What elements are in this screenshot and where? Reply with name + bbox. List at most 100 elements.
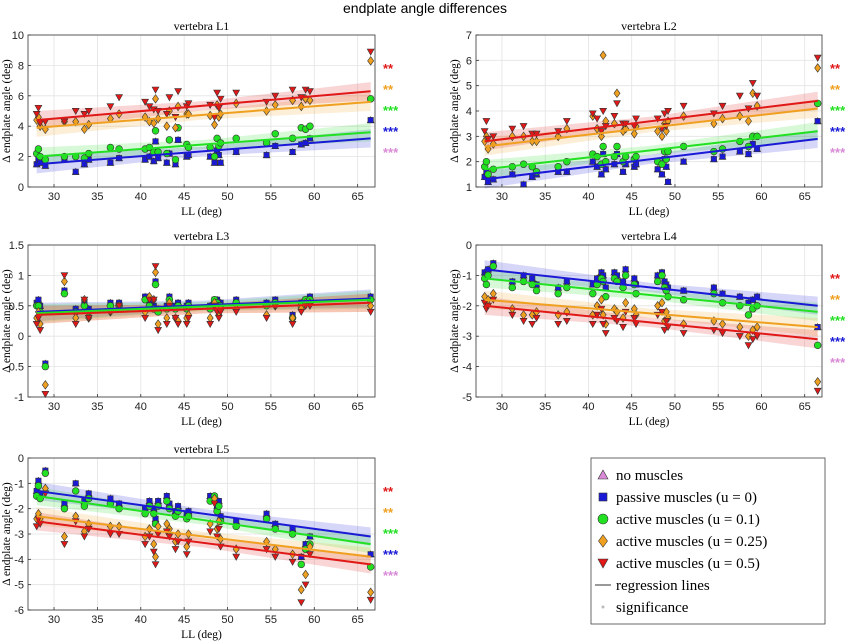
data-point xyxy=(306,135,313,142)
legend-item: regression lines xyxy=(595,578,710,594)
data-point xyxy=(593,115,602,123)
x-tick-label: 45 xyxy=(626,401,638,413)
data-point xyxy=(61,531,68,542)
panel-4: 30 35 40 45 50 55 60 65 -5 -4 -3 -2 -1 0 vertebra L4 LL… xyxy=(449,229,846,428)
panel-5: 30 35 40 45 50 55 60 65 -6 -5 -4 -3 -2 -1 0 vertebra L5… xyxy=(1,442,399,641)
data-point xyxy=(654,301,662,311)
data-point xyxy=(151,86,160,94)
x-axis-label: LL (deg) xyxy=(181,206,222,218)
x-tick-label: 65 xyxy=(352,614,364,626)
data-point xyxy=(141,98,150,106)
data-point xyxy=(519,317,528,326)
data-point xyxy=(482,118,491,126)
significance-marker: *** xyxy=(383,124,399,139)
data-point xyxy=(710,284,717,291)
data-point xyxy=(34,145,43,153)
data-point xyxy=(214,525,223,533)
data-point xyxy=(163,497,171,505)
x-tick-label: 55 xyxy=(265,401,277,413)
y-tick-label: 7 xyxy=(466,30,472,42)
data-point xyxy=(588,321,597,329)
y-tick-label: 6 xyxy=(18,91,24,103)
x-tick-label: 50 xyxy=(221,401,233,413)
data-point xyxy=(680,319,688,329)
data-point xyxy=(172,122,179,133)
data-point xyxy=(271,553,280,561)
x-tick-label: 60 xyxy=(308,614,320,626)
data-point xyxy=(211,119,218,130)
data-point xyxy=(35,296,42,303)
data-point xyxy=(598,171,605,178)
regression-line-active_0_1 xyxy=(484,277,818,313)
legend-item: significance xyxy=(601,600,689,616)
significance-marker: ** xyxy=(383,505,394,520)
y-tick-label: 10 xyxy=(12,30,24,42)
data-point xyxy=(744,342,753,350)
x-tick-label: 30 xyxy=(48,191,60,203)
data-point xyxy=(155,155,162,162)
data-point xyxy=(72,487,80,495)
x-tick-label: 35 xyxy=(539,401,551,413)
data-point xyxy=(735,333,744,341)
data-point xyxy=(718,102,727,110)
data-point xyxy=(599,142,607,151)
legend-marker-icon xyxy=(601,605,605,609)
panel-title: vertebra L1 xyxy=(174,19,230,33)
data-point xyxy=(480,128,489,136)
data-point xyxy=(184,100,193,108)
series-active_0_25 xyxy=(33,267,375,390)
data-point xyxy=(554,321,563,329)
data-point xyxy=(171,314,180,322)
legend-marker-icon xyxy=(597,469,609,480)
data-point xyxy=(182,321,191,329)
data-point xyxy=(748,80,757,88)
x-tick-label: 50 xyxy=(669,401,681,413)
data-point xyxy=(142,156,149,163)
x-tick-label: 65 xyxy=(799,191,811,203)
data-point xyxy=(210,152,219,161)
legend-label: passive muscles (u = 0) xyxy=(616,490,757,506)
regression-line-active_0_1 xyxy=(484,130,818,171)
data-point xyxy=(599,107,608,116)
data-point xyxy=(532,286,541,295)
legend-item: active muscles (u = 0.1) xyxy=(597,512,760,528)
data-point xyxy=(150,539,158,549)
data-point xyxy=(182,551,191,559)
significance-marker: ** xyxy=(383,61,394,76)
y-tick-label: 2 xyxy=(18,152,24,164)
data-point xyxy=(213,533,222,541)
y-tick-label: 1.5 xyxy=(9,240,24,252)
regression-line-active_0_25 xyxy=(484,107,818,148)
legend-marker-icon xyxy=(598,492,608,502)
data-point xyxy=(554,163,562,171)
x-tick-label: 45 xyxy=(178,191,190,203)
significance-marker: ** xyxy=(383,484,394,499)
significance-marker: *** xyxy=(383,103,399,118)
data-point xyxy=(814,118,821,125)
significance-marker: *** xyxy=(830,145,846,160)
data-point xyxy=(662,317,671,326)
legend-marker-icon xyxy=(598,534,608,548)
data-point xyxy=(710,118,718,129)
data-point xyxy=(162,111,171,119)
y-tick-label: 1 xyxy=(466,182,472,194)
data-point xyxy=(630,129,638,139)
significance-marker: *** xyxy=(830,103,846,118)
data-point xyxy=(622,297,630,308)
data-point xyxy=(482,280,491,289)
data-point xyxy=(175,136,182,143)
data-point xyxy=(621,271,630,280)
data-point xyxy=(610,113,619,121)
data-point xyxy=(653,115,662,123)
series-no_muscles xyxy=(32,277,375,367)
data-point xyxy=(210,500,219,508)
legend-label: no muscles xyxy=(616,468,683,484)
legend-box xyxy=(590,457,826,625)
data-point xyxy=(654,126,662,137)
data-point xyxy=(154,327,163,335)
y-tick-label: -5 xyxy=(462,392,472,404)
data-point xyxy=(165,94,174,102)
data-point xyxy=(719,153,726,160)
data-point xyxy=(813,387,822,395)
data-point xyxy=(589,158,596,165)
